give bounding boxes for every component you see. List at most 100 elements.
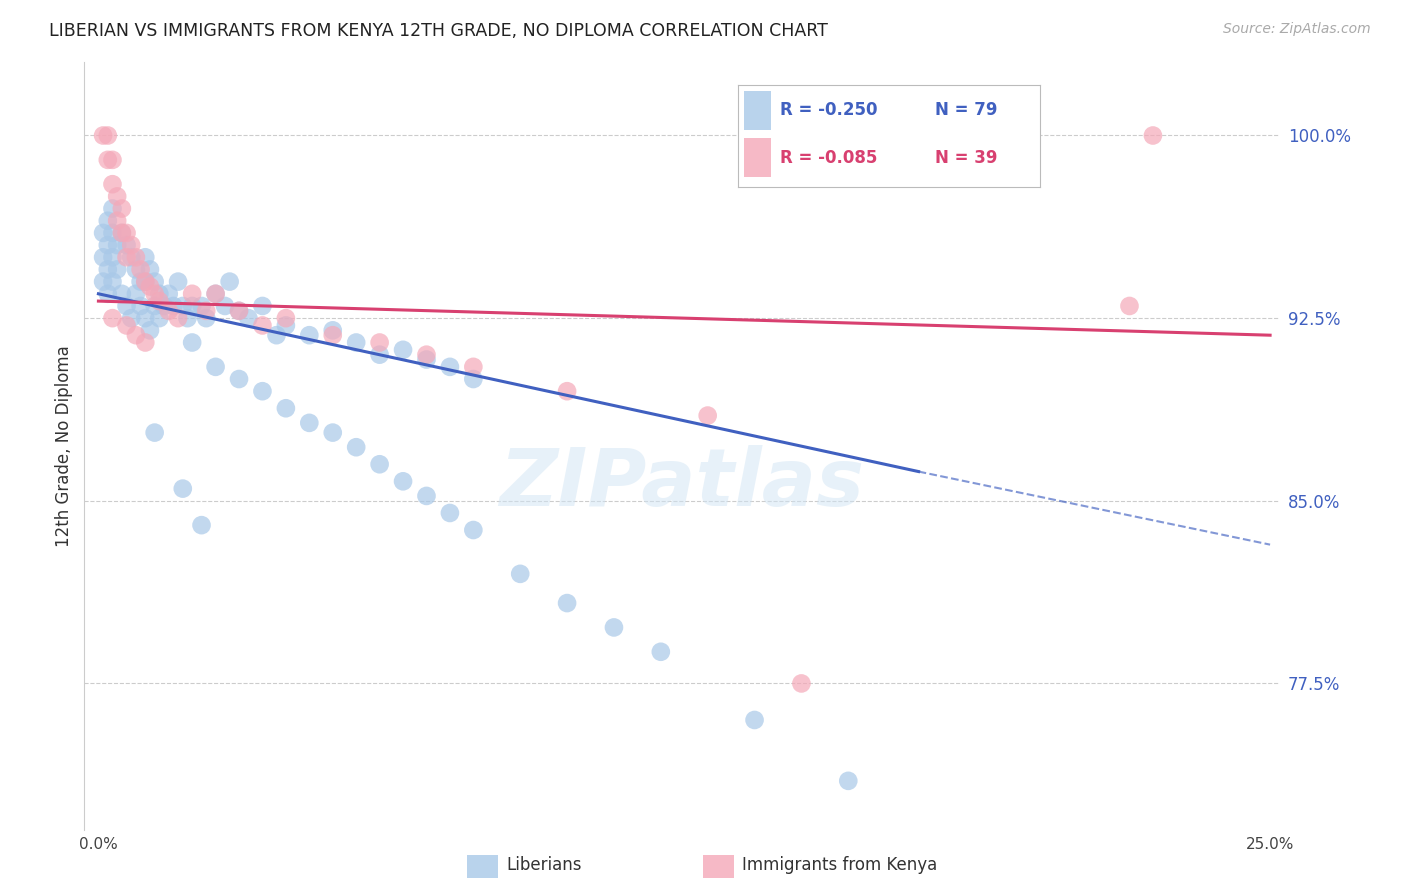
FancyBboxPatch shape	[744, 91, 772, 130]
Point	[139, 262, 162, 277]
Point	[115, 226, 138, 240]
Point	[148, 286, 170, 301]
Point	[157, 286, 180, 301]
Point	[1142, 128, 1164, 143]
FancyBboxPatch shape	[744, 138, 772, 177]
Y-axis label: 12th Grade, No Diploma: 12th Grade, No Diploma	[55, 345, 73, 547]
Point	[143, 299, 166, 313]
Point	[105, 262, 128, 277]
Point	[252, 318, 274, 333]
Point	[696, 409, 718, 423]
Point	[101, 250, 124, 264]
Point	[298, 328, 321, 343]
Point	[139, 279, 162, 293]
Point	[181, 286, 204, 301]
Point	[415, 489, 437, 503]
Point	[101, 226, 124, 240]
Point	[125, 250, 148, 264]
Point	[392, 343, 415, 357]
Point	[176, 311, 198, 326]
Point	[115, 318, 138, 333]
Point	[368, 348, 391, 362]
Point	[439, 359, 461, 374]
Point	[214, 299, 236, 313]
Point	[139, 323, 162, 337]
Point	[115, 299, 138, 313]
Point	[266, 328, 288, 343]
Point	[463, 359, 485, 374]
Point	[134, 335, 156, 350]
Point	[125, 286, 148, 301]
Point	[204, 286, 226, 301]
Point	[101, 178, 124, 192]
Point	[153, 299, 176, 313]
Point	[134, 275, 156, 289]
Text: Source: ZipAtlas.com: Source: ZipAtlas.com	[1223, 22, 1371, 37]
Text: R = -0.085: R = -0.085	[780, 149, 877, 167]
FancyBboxPatch shape	[467, 855, 498, 878]
Point	[167, 311, 190, 326]
Point	[97, 238, 120, 252]
Point	[368, 335, 391, 350]
Point	[204, 359, 226, 374]
Point	[555, 384, 578, 399]
Point	[172, 299, 194, 313]
Point	[111, 226, 134, 240]
Point	[120, 250, 142, 264]
Point	[105, 189, 128, 203]
Point	[134, 275, 156, 289]
Point	[463, 523, 485, 537]
Point	[252, 299, 274, 313]
Point	[228, 372, 250, 386]
Point	[134, 250, 156, 264]
Point	[509, 566, 531, 581]
Point	[204, 286, 226, 301]
Point	[97, 128, 120, 143]
Point	[115, 250, 138, 264]
Point	[148, 294, 170, 309]
Point	[111, 286, 134, 301]
Point	[1118, 299, 1140, 313]
Point	[650, 645, 672, 659]
Point	[790, 676, 813, 690]
Text: Immigrants from Kenya: Immigrants from Kenya	[742, 856, 938, 874]
Point	[111, 202, 134, 216]
Point	[101, 153, 124, 167]
Point	[195, 311, 218, 326]
Point	[101, 202, 124, 216]
Point	[322, 328, 344, 343]
Point	[91, 226, 114, 240]
Point	[120, 238, 142, 252]
Point	[228, 303, 250, 318]
Text: R = -0.250: R = -0.250	[780, 102, 877, 120]
Point	[190, 518, 212, 533]
FancyBboxPatch shape	[703, 855, 734, 878]
Point	[111, 226, 134, 240]
Point	[157, 303, 180, 318]
Point	[344, 335, 367, 350]
Point	[463, 372, 485, 386]
Point	[555, 596, 578, 610]
Point	[134, 311, 156, 326]
Point	[368, 457, 391, 471]
Point	[101, 311, 124, 326]
Point	[120, 311, 142, 326]
Point	[392, 475, 415, 489]
Point	[97, 153, 120, 167]
Point	[415, 348, 437, 362]
Point	[129, 299, 152, 313]
Point	[91, 250, 114, 264]
Point	[172, 482, 194, 496]
Point	[97, 213, 120, 227]
Text: LIBERIAN VS IMMIGRANTS FROM KENYA 12TH GRADE, NO DIPLOMA CORRELATION CHART: LIBERIAN VS IMMIGRANTS FROM KENYA 12TH G…	[49, 22, 828, 40]
Point	[415, 352, 437, 367]
Point	[129, 275, 152, 289]
Point	[274, 311, 297, 326]
Text: N = 79: N = 79	[935, 102, 997, 120]
Point	[97, 286, 120, 301]
Point	[101, 275, 124, 289]
Point	[344, 440, 367, 454]
Point	[744, 713, 766, 727]
Point	[603, 620, 626, 634]
Point	[143, 425, 166, 440]
